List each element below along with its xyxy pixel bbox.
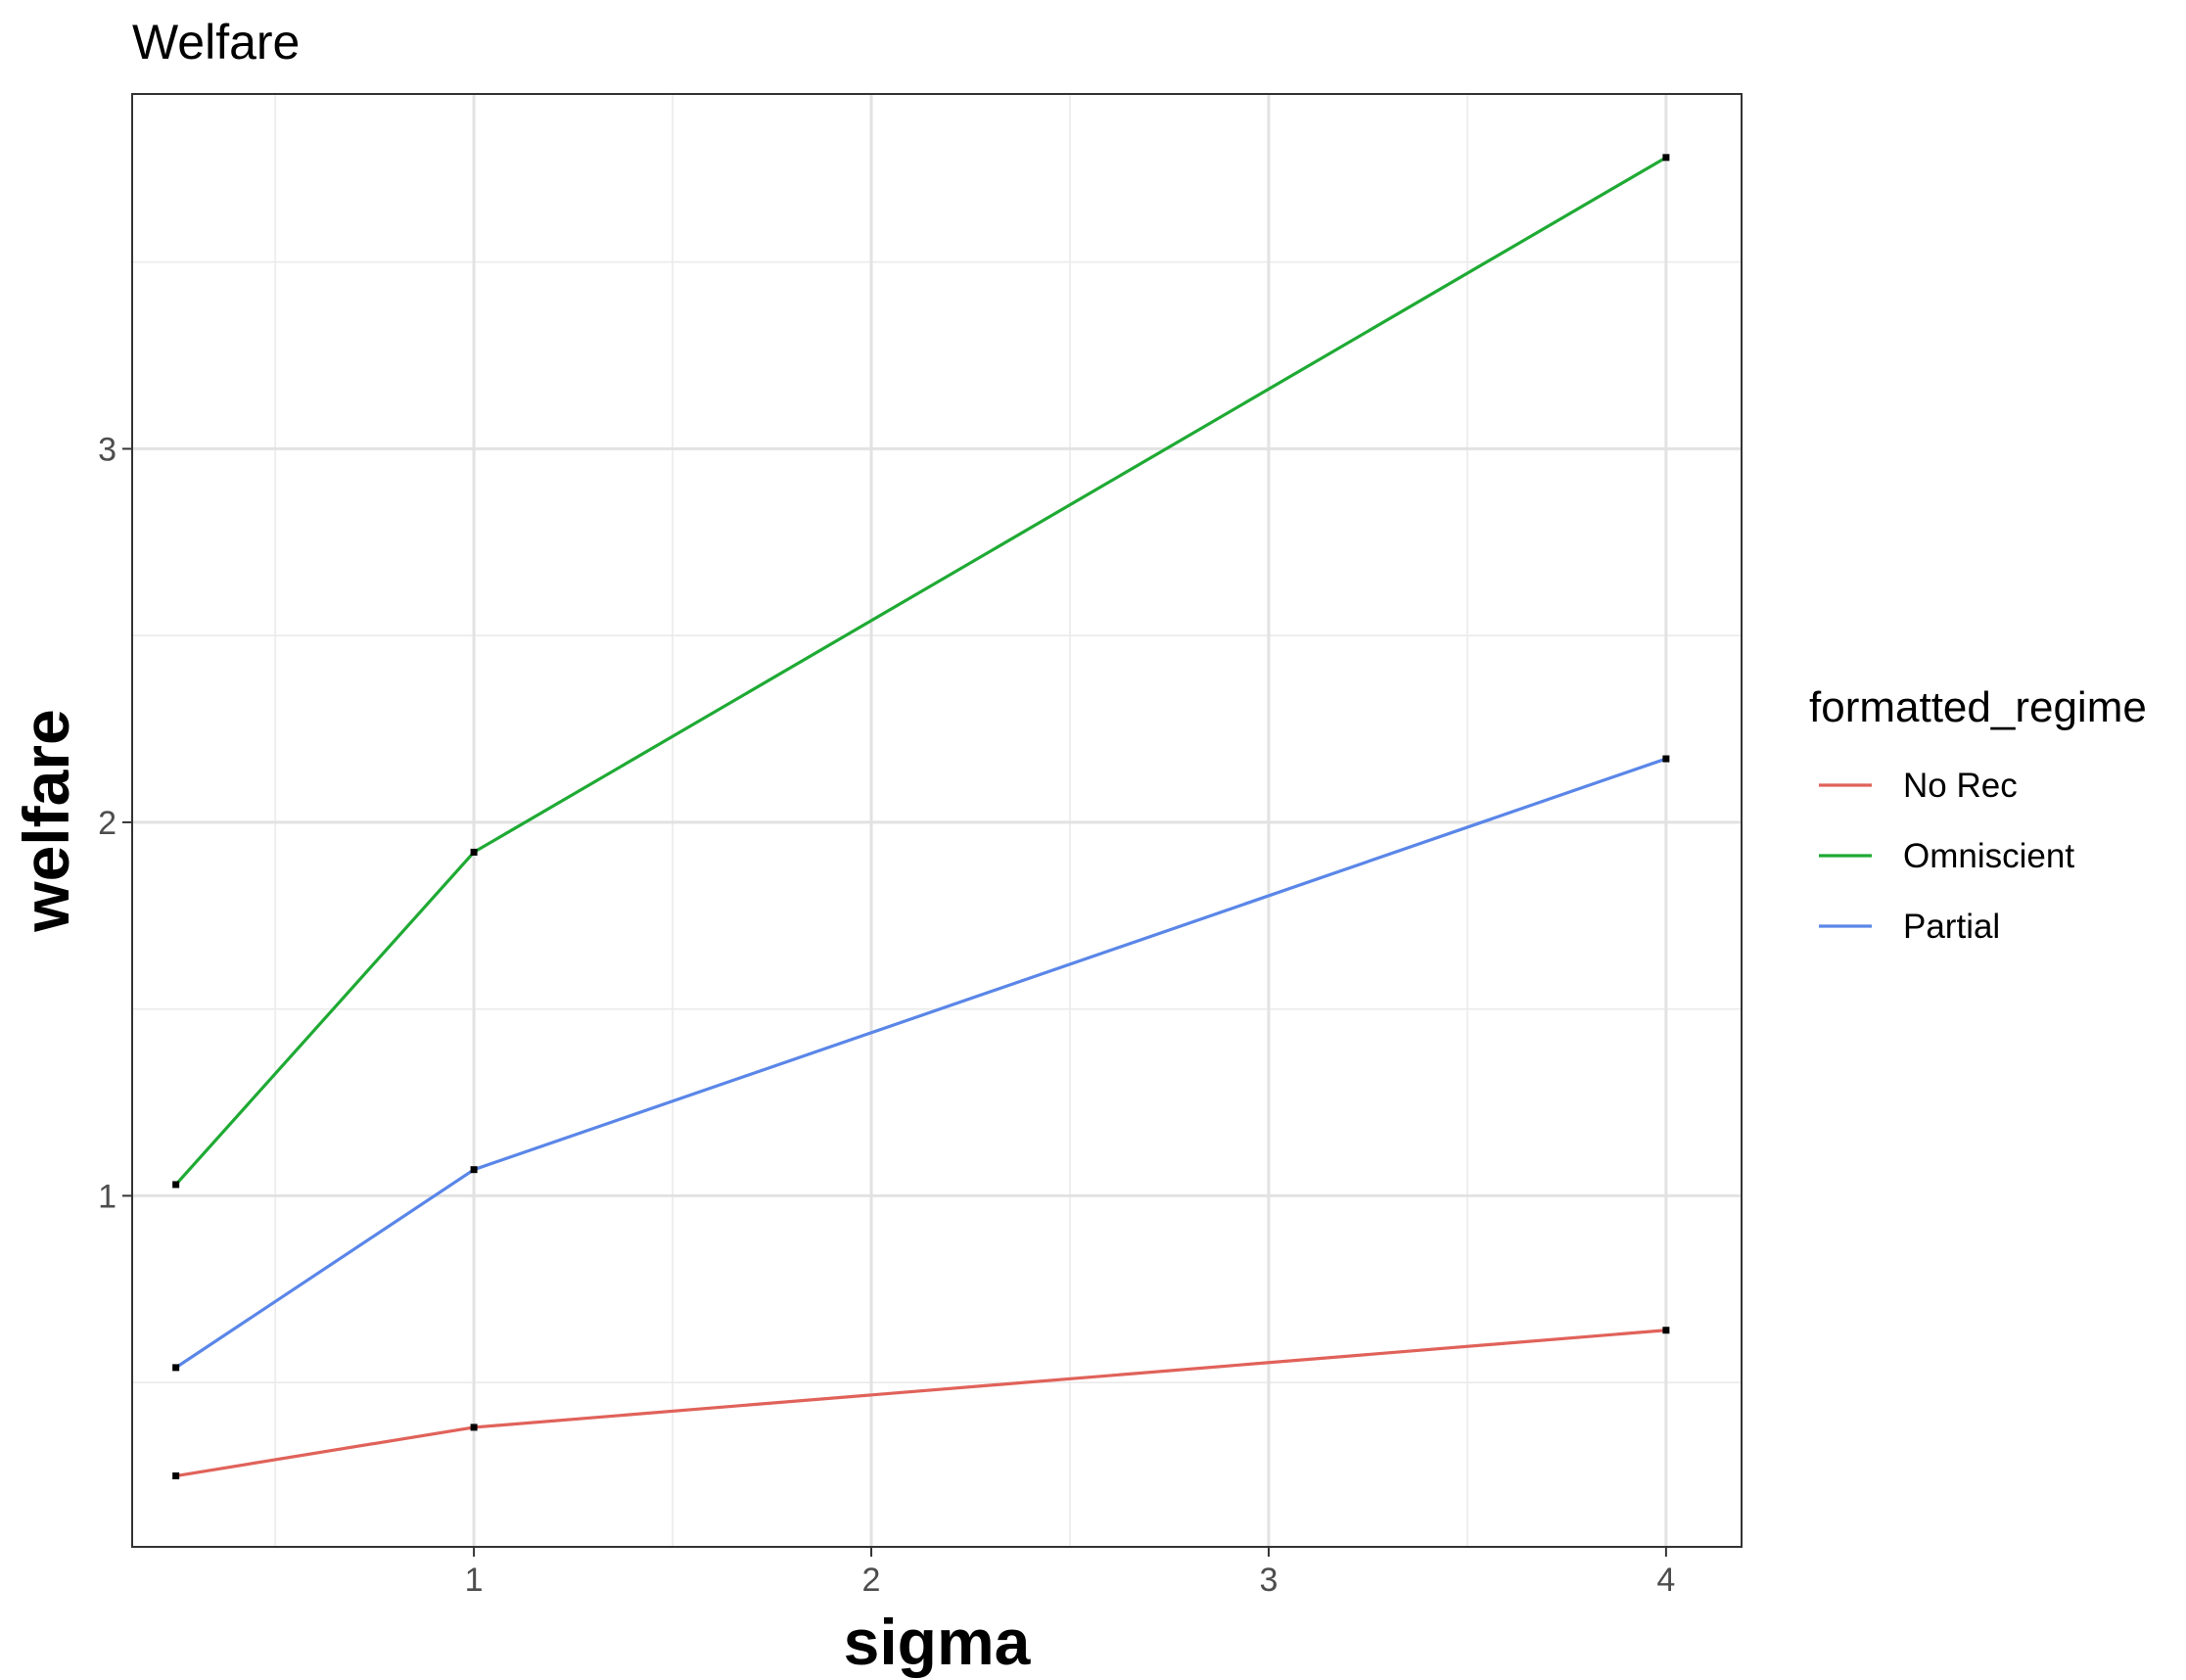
axes: 1 2 3 4 1 2 3 (98, 431, 1675, 1599)
series-lines (174, 156, 1667, 1478)
series-line-partial (174, 757, 1667, 1370)
y-tick-label: 2 (98, 805, 116, 842)
data-point (470, 848, 478, 856)
data-point (172, 1181, 180, 1189)
x-tick-label: 3 (1259, 1562, 1278, 1599)
chart-title: Welfare (132, 15, 300, 70)
x-tick-label: 1 (465, 1562, 484, 1599)
x-axis-title: sigma (844, 1606, 1032, 1678)
series-line-no-rec (175, 1329, 1667, 1478)
y-axis-title: welfare (10, 709, 82, 932)
data-point (470, 1423, 478, 1431)
data-points (172, 154, 1670, 1480)
x-tick-label: 4 (1656, 1562, 1675, 1599)
legend-label: Partial (1903, 908, 2000, 946)
data-point (172, 1472, 180, 1480)
panel-border (131, 93, 1743, 1548)
data-point (172, 1364, 180, 1372)
data-point (470, 1166, 478, 1174)
legend: formatted_regime No Rec Omniscient Partial (1809, 683, 2147, 946)
data-point (1662, 1327, 1670, 1334)
legend-label: Omniscient (1903, 837, 2074, 875)
grid (132, 94, 1742, 1547)
data-point (1662, 755, 1670, 763)
legend-title: formatted_regime (1809, 683, 2147, 731)
data-point (1662, 154, 1670, 162)
series-line-omniscient (174, 156, 1667, 1187)
x-tick-label: 2 (862, 1562, 881, 1599)
y-tick-label: 1 (98, 1178, 116, 1215)
legend-label: No Rec (1903, 767, 2018, 805)
y-tick-label: 3 (98, 431, 116, 468)
